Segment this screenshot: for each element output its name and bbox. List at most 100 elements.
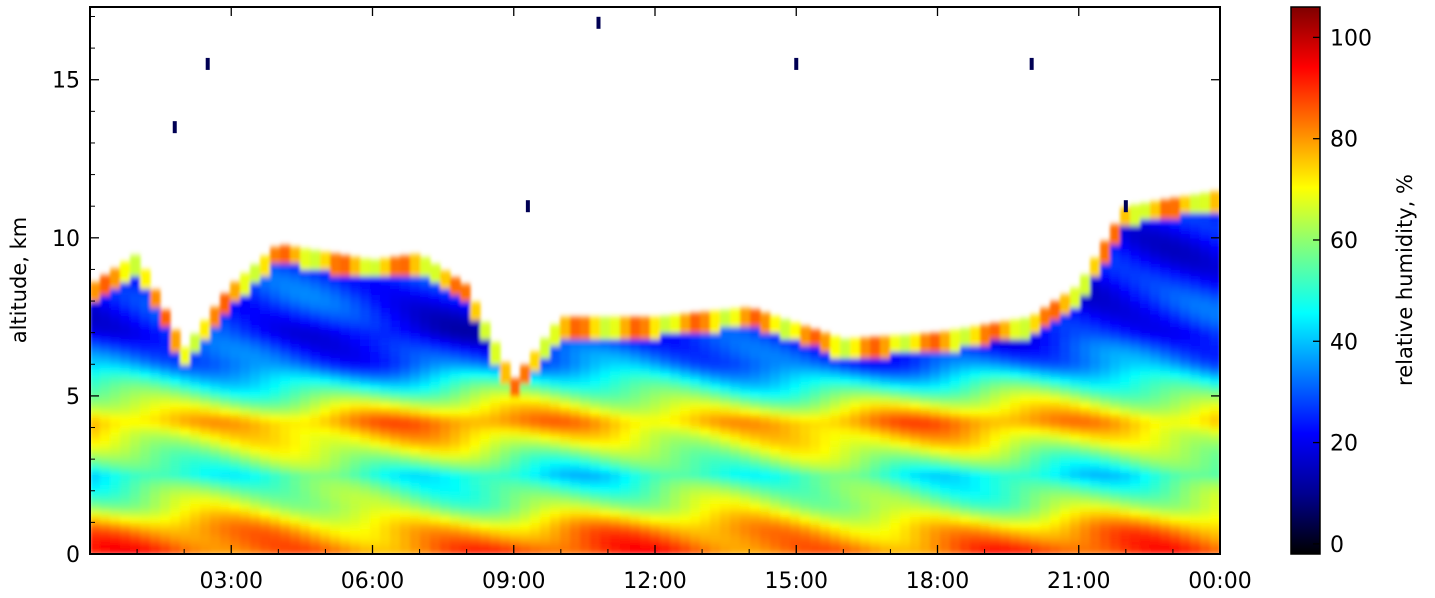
heatmap-cell: [100, 320, 111, 327]
heatmap-cell: [440, 408, 451, 416]
heatmap-cell: [1000, 332, 1011, 340]
heatmap-cell: [410, 459, 421, 467]
heatmap-cell: [550, 421, 561, 429]
heatmap-cell: [890, 503, 901, 511]
heatmap-cell: [1160, 199, 1171, 201]
heatmap-cell: [110, 535, 121, 542]
heatmap-cell: [150, 522, 161, 530]
heatmap-cell: [200, 364, 211, 372]
heatmap-cell: [570, 465, 581, 473]
heatmap-cell: [1180, 547, 1191, 554]
heatmap-cell: [790, 535, 801, 542]
heatmap-cell: [970, 427, 981, 435]
heatmap-cell: [730, 522, 741, 530]
heatmap-cell: [950, 446, 961, 454]
heatmap-cell: [580, 465, 591, 473]
heatmap-cell: [220, 503, 231, 511]
heatmap-cell: [330, 282, 341, 289]
heatmap-cell: [410, 307, 421, 315]
heatmap-cell: [300, 294, 311, 302]
heatmap-cell: [1150, 459, 1161, 467]
heatmap-cell: [110, 528, 121, 536]
dry-feature: [1123, 200, 1128, 213]
heatmap-cell: [350, 269, 361, 277]
heatmap-cell: [310, 326, 321, 334]
heatmap-cell: [1070, 503, 1081, 511]
heatmap-cell: [470, 478, 481, 486]
heatmap-cell: [560, 395, 571, 403]
heatmap-cell: [620, 503, 631, 511]
heatmap-cell: [660, 509, 671, 517]
heatmap-cell: [110, 364, 121, 372]
heatmap-cell: [740, 332, 751, 340]
heatmap-cell: [880, 459, 891, 467]
heatmap-cell: [590, 465, 601, 473]
heatmap-cell: [720, 503, 731, 511]
heatmap-cell: [1110, 408, 1121, 416]
heatmap-cell: [270, 256, 281, 264]
heatmap-cell: [610, 528, 621, 536]
heatmap-cell: [130, 484, 141, 492]
heatmap-cell: [1020, 471, 1031, 479]
heatmap-cell: [930, 364, 941, 372]
heatmap-cell: [1170, 345, 1181, 353]
heatmap-cell: [1130, 320, 1141, 327]
heatmap-cell: [780, 326, 791, 334]
heatmap-cell: [450, 277, 461, 283]
heatmap-cell: [610, 332, 621, 340]
heatmap-cell: [1090, 370, 1101, 378]
heatmap-cell: [1050, 535, 1061, 542]
heatmap-cell: [1160, 218, 1171, 226]
heatmap-cell: [490, 465, 501, 473]
heatmap-cell: [270, 490, 281, 498]
heatmap-cell: [1160, 332, 1171, 340]
heatmap-cell: [680, 535, 691, 542]
heatmap-cell: [270, 288, 281, 296]
heatmap-cell: [230, 307, 241, 315]
heatmap-cell: [500, 446, 511, 454]
heatmap-cell: [760, 395, 771, 403]
heatmap-cell: [720, 465, 731, 473]
heatmap-cell: [1180, 225, 1191, 233]
heatmap-cell: [470, 490, 481, 498]
heatmap-cell: [710, 414, 721, 422]
heatmap-cell: [770, 547, 781, 554]
heatmap-cell: [420, 522, 431, 530]
heatmap-cell: [920, 395, 931, 403]
heatmap-cell: [890, 446, 901, 454]
heatmap-cell: [530, 478, 541, 486]
heatmap-cell: [1140, 427, 1151, 435]
heatmap-cell: [730, 364, 741, 372]
heatmap-cell: [810, 465, 821, 473]
heatmap-cell: [720, 484, 731, 492]
heatmap-cell: [1190, 376, 1201, 384]
heatmap-cell: [1110, 509, 1121, 517]
heatmap-cell: [960, 370, 971, 378]
heatmap-cell: [630, 395, 641, 403]
heatmap-cell: [700, 326, 711, 334]
heatmap-cell: [1180, 288, 1191, 296]
heatmap-cell: [380, 414, 391, 422]
heatmap-cell: [1140, 522, 1151, 530]
heatmap-cell: [770, 395, 781, 403]
heatmap-cell: [910, 402, 921, 410]
heatmap-cell: [1150, 288, 1161, 296]
heatmap-cell: [1170, 357, 1181, 365]
heatmap-cell: [1180, 237, 1191, 245]
heatmap-cell: [1190, 250, 1201, 258]
heatmap-cell: [1210, 269, 1220, 277]
heatmap-cell: [690, 402, 701, 410]
heatmap-cell: [670, 370, 681, 378]
heatmap-cell: [820, 332, 831, 340]
heatmap-cell: [660, 351, 671, 359]
heatmap-cell: [1110, 332, 1121, 340]
heatmap-cell: [450, 288, 461, 296]
heatmap-cell: [840, 497, 851, 505]
heatmap-cell: [280, 484, 291, 492]
heatmap-cell: [310, 364, 321, 372]
heatmap-cell: [1010, 528, 1021, 536]
heatmap-cell: [1100, 241, 1111, 245]
heatmap-cell: [870, 528, 881, 536]
heatmap-cell: [400, 490, 411, 498]
heatmap-cell: [600, 535, 611, 542]
